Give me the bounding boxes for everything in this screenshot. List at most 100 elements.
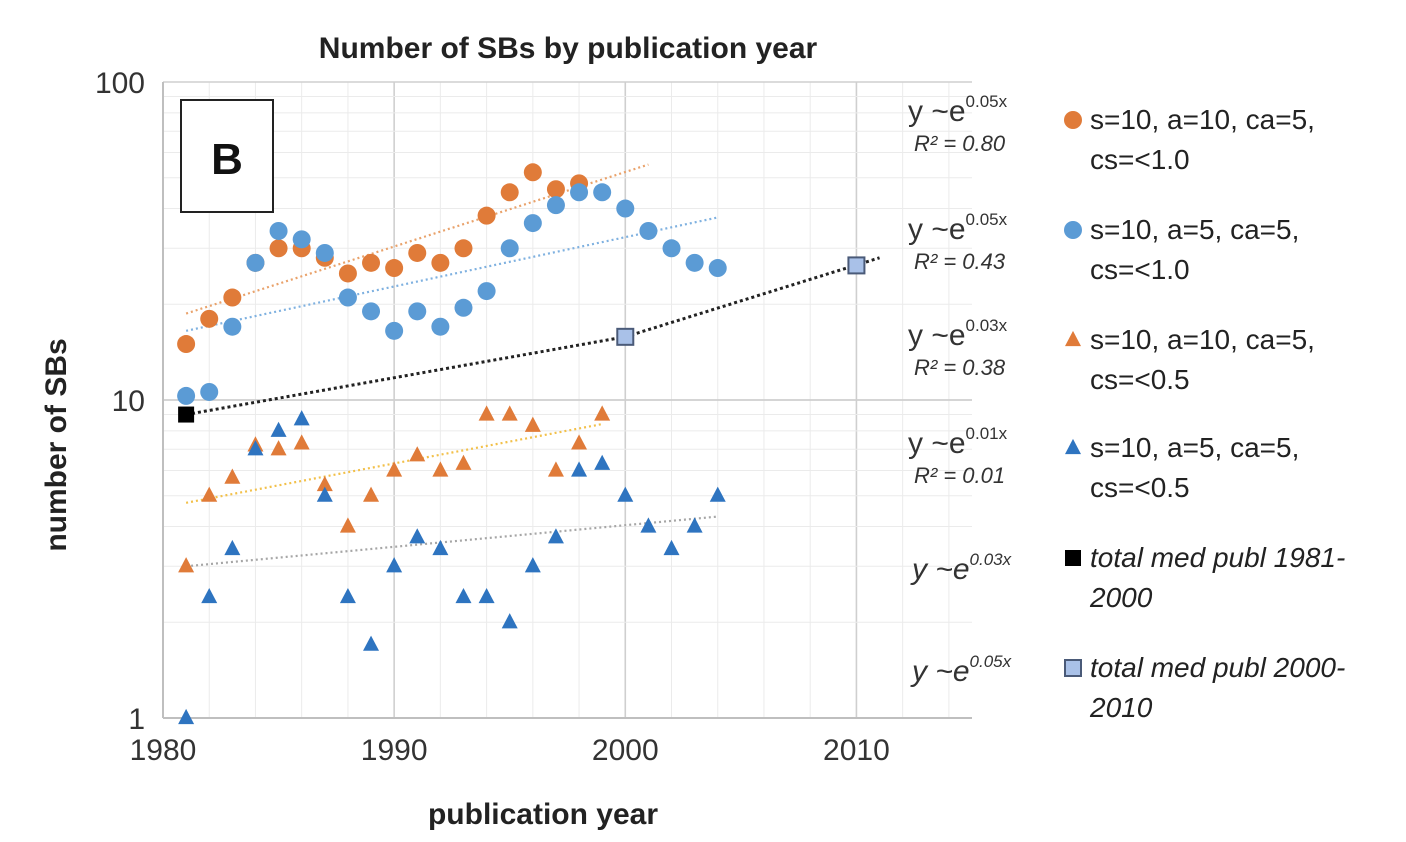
legend-label-line: total med publ 2000- <box>1090 652 1346 683</box>
data-point-circle <box>500 239 519 258</box>
panel-label: B <box>211 135 243 184</box>
trend-equation: y ~e0.03x R² = 0.38 <box>908 316 1007 381</box>
data-point-circle <box>570 183 589 202</box>
trendline <box>185 163 649 315</box>
data-point-circle <box>385 321 404 340</box>
equation-exponent: 0.01x <box>965 424 1008 443</box>
data-point-circle <box>338 264 357 283</box>
legend-label-line: cs=<0.5 <box>1090 472 1190 503</box>
plot-axes: 1980 1990 2000 2010 1 10 100 <box>95 67 972 767</box>
data-point-triangle <box>455 587 472 604</box>
y-tick-label: 100 <box>95 67 145 100</box>
r-squared: R² = 0.80 <box>914 131 1006 156</box>
data-point-circle <box>408 243 427 262</box>
data-point-triangle <box>478 405 495 421</box>
equation-text: y ~e0.03x <box>912 550 1011 587</box>
data-point-triangle <box>316 475 333 492</box>
data-point-circle <box>362 253 381 272</box>
data-point-circle <box>223 288 242 307</box>
data-point-triangle <box>478 587 495 604</box>
data-point-circle <box>477 282 496 301</box>
data-point-triangle <box>524 557 541 573</box>
data-point-circle <box>685 253 704 272</box>
data-point-circle <box>500 183 519 202</box>
data-point-triangle <box>432 461 449 477</box>
legend-entry: s=10, a=5, ca=5, cs=<0.5 <box>1090 428 1299 508</box>
legend-marker <box>1064 659 1082 677</box>
data-point-triangle <box>363 486 380 502</box>
legend-label-line: 2000 <box>1090 582 1153 613</box>
x-axis-label: publication year <box>428 798 658 831</box>
data-point-triangle <box>293 410 310 426</box>
data-point-triangle <box>617 486 634 502</box>
data-point-triangle <box>178 708 195 725</box>
data-point-triangle <box>409 446 426 462</box>
trend-equation: y ~e0.05x <box>912 652 1011 689</box>
legend-markers <box>1064 111 1082 677</box>
legend-marker <box>1064 111 1082 129</box>
data-point-circle <box>385 259 404 278</box>
y-axis-label: number of SBs <box>40 338 73 551</box>
data-points <box>177 163 866 725</box>
data-point-triangle <box>270 421 287 437</box>
legend-entry: total med publ 2000- 2010 <box>1090 648 1345 728</box>
data-point-triangle <box>386 557 403 573</box>
data-point-triangle <box>571 434 588 450</box>
data-point-circle <box>292 230 311 249</box>
data-point-triangle <box>594 454 611 470</box>
legend-label-line: cs=<1.0 <box>1090 254 1190 285</box>
data-point-circle <box>431 253 450 272</box>
plot-gridlines <box>162 81 972 719</box>
data-point-triangle <box>178 557 195 573</box>
data-point-circle <box>362 302 381 321</box>
data-point-square <box>178 406 195 423</box>
data-point-circle <box>338 288 357 307</box>
data-point-circle <box>315 243 334 262</box>
data-point-circle <box>546 196 565 215</box>
data-point-circle <box>454 298 473 317</box>
trend-equation: y ~e0.01x R² = 0.01 <box>908 424 1007 489</box>
equation-base: y ~e <box>912 553 970 586</box>
data-point-circle <box>523 214 542 233</box>
equation-base: y ~e <box>908 319 966 352</box>
data-point-triangle <box>270 440 287 456</box>
trendline <box>186 515 718 568</box>
equation-text: y ~e0.01x <box>908 424 1007 461</box>
legend-entry: total med publ 1981- 2000 <box>1090 538 1345 618</box>
equation-base: y ~e <box>908 213 966 246</box>
data-point-circle <box>177 335 196 354</box>
equation-exponent: 0.05x <box>965 210 1008 229</box>
data-point-triangle <box>293 434 310 450</box>
equation-base: y ~e <box>912 655 970 688</box>
legend-label-line: s=10, a=5, ca=5, <box>1090 214 1300 245</box>
data-point-triangle <box>432 539 449 556</box>
legend-label-line: cs=<0.5 <box>1090 364 1190 395</box>
data-point-triangle <box>663 539 680 556</box>
data-point-circle <box>246 253 265 272</box>
panel-label-box <box>180 99 274 213</box>
r-squared: R² = 0.43 <box>914 249 1006 274</box>
trend-equation: y ~e0.05x R² = 0.80 <box>908 92 1007 157</box>
data-point-circle <box>454 239 473 258</box>
data-point-triangle <box>455 454 472 470</box>
data-point-circle <box>708 259 727 278</box>
data-point-triangle <box>316 486 333 502</box>
data-point-circle <box>639 221 658 240</box>
data-point-triangle <box>201 486 218 502</box>
data-point-triangle <box>409 528 426 544</box>
data-point-triangle <box>594 405 611 421</box>
equation-text: y ~e0.05x <box>908 210 1007 247</box>
data-point-triangle <box>339 587 356 604</box>
data-point-triangle <box>386 461 403 477</box>
trendline <box>185 216 718 332</box>
data-point-triangle <box>547 461 564 477</box>
legend-entry: s=10, a=10, ca=5, cs=<1.0 <box>1090 100 1315 180</box>
data-point-triangle <box>571 461 588 477</box>
x-tick-label: 2000 <box>592 734 659 767</box>
data-point-triangle <box>339 517 356 533</box>
data-point-triangle <box>524 416 541 432</box>
equation-text: y ~e0.05x <box>908 92 1007 129</box>
equation-text: y ~e0.05x <box>912 652 1011 689</box>
data-point-circle <box>200 309 219 328</box>
